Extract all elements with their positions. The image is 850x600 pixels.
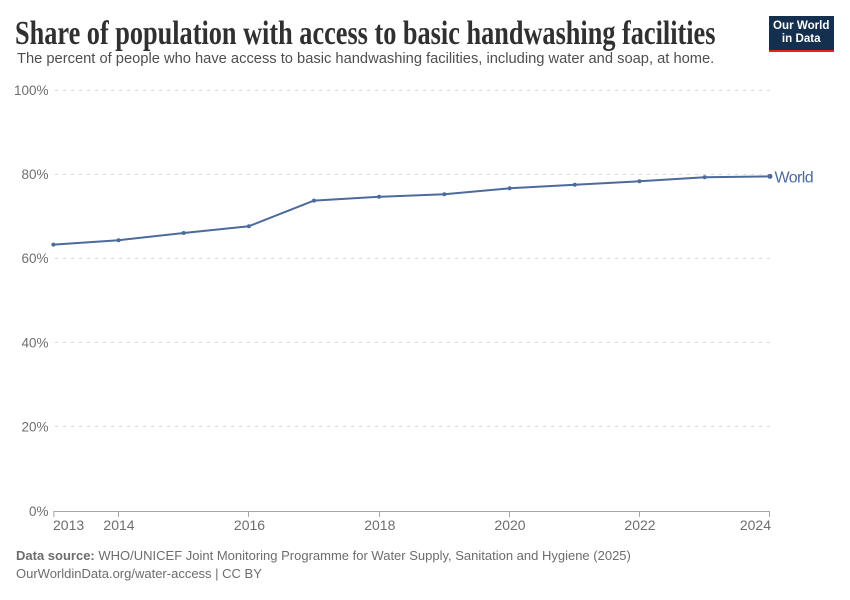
svg-text:2020: 2020: [494, 517, 525, 533]
svg-text:2022: 2022: [624, 517, 655, 533]
svg-text:2018: 2018: [364, 517, 395, 533]
svg-text:40%: 40%: [21, 335, 48, 350]
svg-text:0%: 0%: [29, 504, 49, 519]
svg-text:2014: 2014: [103, 517, 134, 533]
svg-text:60%: 60%: [21, 251, 48, 266]
svg-text:80%: 80%: [21, 167, 48, 182]
svg-text:World: World: [775, 169, 814, 186]
svg-text:2013: 2013: [53, 517, 84, 533]
svg-text:20%: 20%: [21, 420, 48, 435]
svg-text:100%: 100%: [14, 83, 49, 98]
svg-text:2024: 2024: [740, 517, 771, 533]
svg-text:2016: 2016: [234, 517, 265, 533]
